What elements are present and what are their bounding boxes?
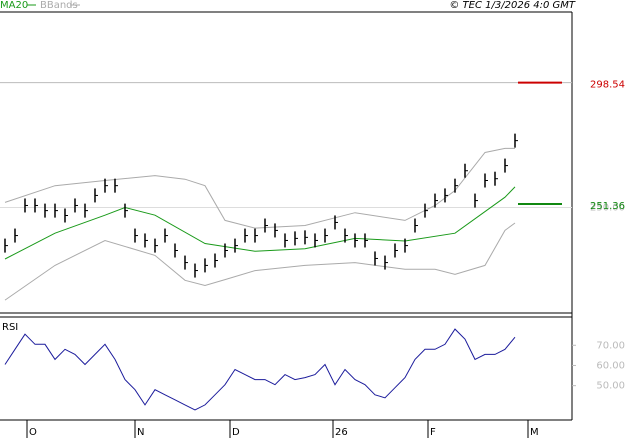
rsi-line <box>4 328 516 411</box>
level-label: 298.54 <box>590 80 625 91</box>
legend-entry: MA20 <box>0 0 28 11</box>
y-tick-label: 50.00 <box>596 381 625 392</box>
x-tick-label: F <box>430 427 436 438</box>
credit: © TEC 1/3/2026 4:0 GMT <box>449 0 576 11</box>
x-tick-label: M <box>530 427 539 438</box>
legend-entry: BBands <box>40 0 78 11</box>
panel-label: RSI <box>2 322 18 333</box>
y-tick-label: 70.00 <box>596 340 625 351</box>
x-tick-label: D <box>232 427 240 438</box>
y-tick-label: 60.00 <box>596 360 625 371</box>
x-tick-label: O <box>29 427 37 438</box>
y-tick-label: 250.00 <box>590 203 625 214</box>
level-label: 251.36 <box>590 201 625 212</box>
bband-line <box>4 147 515 229</box>
bband-line <box>4 222 516 301</box>
x-tick-label: N <box>137 427 144 438</box>
ma-line <box>4 186 516 260</box>
x-tick-label: 26 <box>335 427 348 438</box>
